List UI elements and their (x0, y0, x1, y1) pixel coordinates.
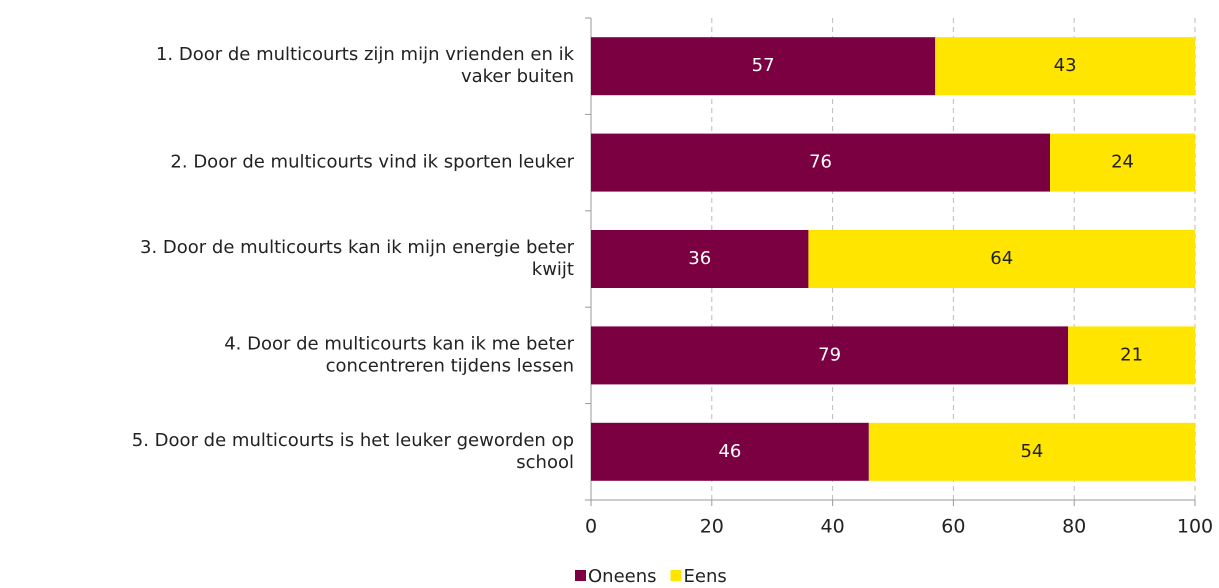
bar-segment (591, 37, 936, 96)
x-tick-label: 80 (1062, 516, 1086, 538)
bar-segment (591, 326, 1069, 385)
bar-segment (868, 422, 1195, 481)
x-tick-label: 60 (941, 516, 965, 538)
data-label: 36 (688, 248, 711, 269)
data-label: 79 (818, 344, 841, 365)
legend-label: Oneens (588, 566, 657, 587)
x-tick-label: 100 (1177, 516, 1213, 538)
legend-label: Eens (684, 566, 727, 587)
x-tick-label: 0 (585, 516, 597, 538)
y-tick-label: 5. Door de multicourts is het leuker gew… (132, 430, 574, 451)
bar-segment (1068, 326, 1195, 385)
x-tick-label: 40 (821, 516, 845, 538)
bar-segment (935, 37, 1195, 96)
data-label: 54 (1020, 441, 1043, 462)
y-tick-label: 4. Door de multicourts kan ik me beter (224, 333, 574, 354)
data-label: 43 (1054, 55, 1077, 76)
data-label: 76 (809, 152, 832, 173)
y-tick-label: 3. Door de multicourts kan ik mijn energ… (140, 237, 575, 258)
legend-swatch (575, 570, 586, 581)
bar-segment (591, 422, 869, 481)
y-tick-label: 2. Door de multicourts vind ik sporten l… (170, 152, 574, 173)
y-tick-label: school (516, 452, 574, 473)
x-tick-label: 20 (700, 516, 724, 538)
y-tick-label: vaker buiten (461, 66, 574, 87)
y-tick-label: kwijt (532, 259, 574, 280)
legend-swatch (670, 570, 682, 581)
data-label: 24 (1111, 152, 1134, 173)
data-label: 46 (718, 441, 741, 462)
y-tick-label: 1. Door de multicourts zijn mijn vriende… (156, 44, 575, 65)
bar-segment (591, 230, 809, 288)
data-label: 64 (990, 248, 1013, 269)
bar-segment (1050, 133, 1195, 192)
y-tick-label: concentreren tijdens lessen (326, 355, 574, 376)
data-label: 57 (752, 55, 775, 76)
data-label: 21 (1120, 344, 1143, 365)
bar-segment (808, 230, 1195, 288)
bar-segment (591, 133, 1051, 192)
